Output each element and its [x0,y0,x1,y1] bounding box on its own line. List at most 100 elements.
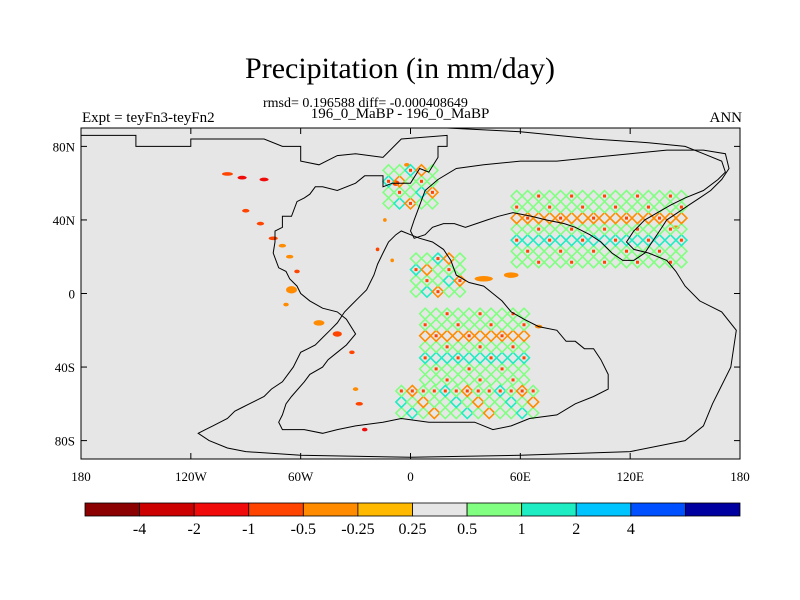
hatch-diamond [484,329,498,343]
hatch-center [423,323,427,327]
hatch-diamond [542,189,557,203]
hatch-diamond [506,329,520,343]
hatch-diamond [405,384,419,398]
hatch-diamond [641,255,656,269]
precip-anomaly-blob [256,221,265,226]
hatch-diamond [473,307,487,321]
hatch-diamond [597,200,612,214]
precip-anomaly-blob [268,236,278,241]
hatch-diamond [381,185,396,199]
hatch-diamond [418,373,432,387]
hatch-diamond [532,189,546,203]
hatch-diamond [641,222,656,236]
hatch-diamond [495,373,509,387]
hatch-center [409,201,412,205]
hatch-diamond [438,395,452,409]
hatch-diamond [521,233,535,247]
precip-anomaly-blob [474,276,493,282]
hatch-center [679,238,683,242]
hatch-diamond [608,200,623,214]
hatch-diamond [495,318,509,332]
hatch-diamond [427,384,441,398]
hatch-diamond [630,211,645,225]
hatch-diamond [495,307,509,321]
hatch-center [646,205,650,209]
hatch-center [603,227,607,231]
colorbar-swatch [357,502,413,517]
hatch-diamond [619,211,634,225]
hatch-diamond [521,200,535,214]
hatch-diamond [420,262,434,277]
hatch-diamond [630,233,645,247]
hatch-diamond [484,351,498,365]
hatch-diamond [462,307,476,321]
hatch-diamond [482,406,496,420]
hatch-diamond [493,406,507,420]
hatch-center [498,389,502,393]
hatch-diamond [442,274,456,288]
hatch-center [537,194,541,198]
hatch-diamond [641,200,656,214]
lon-tick-label: 180 [71,469,91,484]
hatch-diamond [438,406,452,420]
hatch-diamond [484,307,498,321]
hatch-diamond [440,373,454,387]
hatch-center [537,260,541,264]
hatch-diamond [575,255,590,269]
hatch-diamond [674,222,689,236]
hatch-center [511,312,515,316]
hatch-diamond [532,255,546,269]
hatch-diamond [564,233,579,247]
hatch-center [436,290,440,294]
hatch-center [657,216,661,220]
hatch-diamond [553,200,568,214]
hatch-diamond [663,222,678,236]
hatch-diamond [663,189,678,203]
hatch-diamond [630,200,645,214]
hatch-diamond [517,318,531,332]
lat-tick-label: 80S [55,434,75,449]
colorbar-swatch [521,502,577,517]
hatch-diamond [473,373,487,387]
hatch-diamond [674,200,689,214]
hatch-center [515,205,519,209]
hatch-diamond [586,211,601,225]
hatch-diamond [484,362,498,376]
hatch-diamond [420,285,434,299]
hatch-diamond [553,189,568,203]
hatch-diamond [542,244,557,258]
hatch-diamond [586,244,601,258]
lon-tick-label: 120W [175,469,208,484]
hatch-diamond [663,200,678,214]
hatch-diamond [586,222,601,236]
hatch-diamond [394,395,408,409]
hatch-diamond [471,395,485,409]
hatch-diamond [553,222,568,236]
colorbar-label: -1 [242,521,255,538]
hatch-diamond [608,222,623,236]
hatch-diamond [517,329,531,343]
hatch-diamond [542,222,557,236]
hatch-diamond [608,255,623,269]
hatch-center [522,356,526,360]
hatch-center [570,227,574,231]
precip-anomaly-blob [259,177,269,182]
colorbar-label: 0.5 [457,521,477,538]
hatch-diamond [504,406,518,420]
precip-anomaly-blob [294,269,300,274]
hatch-diamond [473,351,487,365]
hatch-center [515,238,519,242]
hatch-center [668,194,672,198]
hatch-diamond [381,163,396,177]
lon-tick-label: 180 [730,469,750,484]
colorbar-swatch [302,502,359,517]
hatch-diamond [416,406,430,420]
hatch-diamond [641,233,656,247]
precip-anomaly-blob [242,208,250,213]
hatch-center [489,356,493,360]
hatch-diamond [506,373,520,387]
hatch-center [614,238,618,242]
hatch-region-africa-south [418,307,531,387]
hatch-center [489,323,493,327]
